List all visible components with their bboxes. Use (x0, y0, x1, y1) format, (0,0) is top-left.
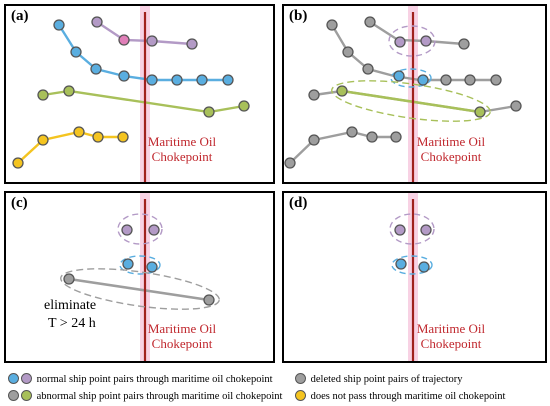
purple-point (394, 36, 406, 48)
chokepoint-label: Maritime Oil Chokepoint (147, 321, 217, 351)
yellow-point (73, 126, 85, 138)
blue-point (146, 261, 158, 273)
blue-pair-ellipse (390, 68, 432, 88)
eliminate-note: eliminate T > 24 h (44, 298, 97, 331)
blue-pair-ellipse (119, 255, 161, 275)
panel-label: (d) (289, 195, 308, 211)
gray-point (458, 38, 470, 50)
purple-point (118, 34, 130, 46)
green-point (474, 106, 486, 118)
blue-point (222, 74, 234, 86)
gray-point (510, 100, 522, 112)
green-point (336, 85, 348, 97)
panel-c: (c) eliminate T > 24 h Maritime Oil Chok… (4, 191, 275, 363)
purple-point (121, 224, 133, 236)
blue-point (393, 70, 405, 82)
yellow-point (92, 131, 104, 143)
blue-point (395, 258, 407, 270)
green-point (203, 106, 215, 118)
gray-point (308, 134, 320, 146)
panel-d-diagram (389, 193, 435, 361)
chokepoint-label: Maritime Oil Chokepoint (416, 134, 486, 164)
purple-point (148, 224, 160, 236)
gray-point (203, 294, 215, 306)
panel-c-diagram (60, 193, 220, 361)
blue-point (118, 70, 130, 82)
green-pair-ellipse (331, 80, 491, 122)
panel-a-diagram (12, 6, 250, 182)
gray-point (342, 46, 354, 58)
blue-point (146, 74, 158, 86)
blue-pair-ellipse (391, 255, 433, 275)
panel-a: (a) Maritime Oil Chokepoint (4, 4, 275, 184)
gray-point (364, 16, 376, 28)
gray-point (308, 89, 320, 101)
blue-point (90, 63, 102, 75)
gray-point (490, 74, 502, 86)
yellow-point (37, 134, 49, 146)
purple-dot-icon (21, 373, 32, 384)
gray-point (366, 131, 378, 143)
green-dot-icon (21, 390, 32, 401)
gray-point (464, 74, 476, 86)
legend-abnormal: abnormal ship point pairs through mariti… (8, 390, 282, 403)
purple-pair-ellipse (389, 213, 435, 245)
purple-point (420, 35, 432, 47)
gray-point (346, 126, 358, 138)
gray-point (326, 19, 338, 31)
purple-point (420, 224, 432, 236)
gray-point (390, 131, 402, 143)
purple-point (91, 16, 103, 28)
yellow-dot-icon (295, 390, 306, 401)
green-trajectory (42, 89, 245, 114)
gray-dot-icon (8, 390, 19, 401)
legend-deleted: deleted ship point pairs of trajectory (295, 373, 463, 386)
gray-trajectory (289, 130, 396, 164)
blue-point (122, 258, 134, 270)
purple-trajectory (96, 21, 193, 46)
panel-label: (a) (11, 8, 29, 24)
green-point (238, 100, 250, 112)
yellow-point (12, 157, 24, 169)
purple-point (186, 38, 198, 50)
legend-normal: normal ship point pairs through maritime… (8, 373, 273, 386)
chokepoint-label: Maritime Oil Chokepoint (147, 134, 217, 164)
panel-d: (d) Maritime Oil Chokepoint (282, 191, 547, 363)
purple-point (394, 224, 406, 236)
yellow-trajectory (17, 130, 123, 164)
panel-label: (b) (289, 8, 308, 24)
deleted-pair-line (68, 277, 210, 302)
yellow-point (117, 131, 129, 143)
chokepoint-label: Maritime Oil Chokepoint (416, 321, 486, 351)
green-point (37, 89, 49, 101)
purple-pair-ellipse (117, 213, 163, 245)
gray-point (284, 157, 296, 169)
purple-point (146, 35, 158, 47)
blue-point (417, 74, 429, 86)
purple-pair-ellipse (388, 25, 436, 57)
blue-dot-icon (8, 373, 19, 384)
blue-point (196, 74, 208, 86)
blue-point (418, 261, 430, 273)
gray-point (362, 63, 374, 75)
panel-b: (b) Maritime Oil Chokepoint (282, 4, 547, 184)
panel-b-diagram (284, 6, 522, 182)
blue-point (70, 46, 82, 58)
legend-not-pass: does not pass through maritime oil choke… (295, 390, 505, 403)
gray-point (63, 273, 75, 285)
gray-point (440, 74, 452, 86)
green-point (63, 85, 75, 97)
panel-label: (c) (11, 195, 28, 211)
deleted-pair-ellipse (60, 268, 220, 310)
green-pair-line (341, 89, 481, 114)
blue-point (53, 19, 65, 31)
gray-dot-icon (295, 373, 306, 384)
blue-point (171, 74, 183, 86)
